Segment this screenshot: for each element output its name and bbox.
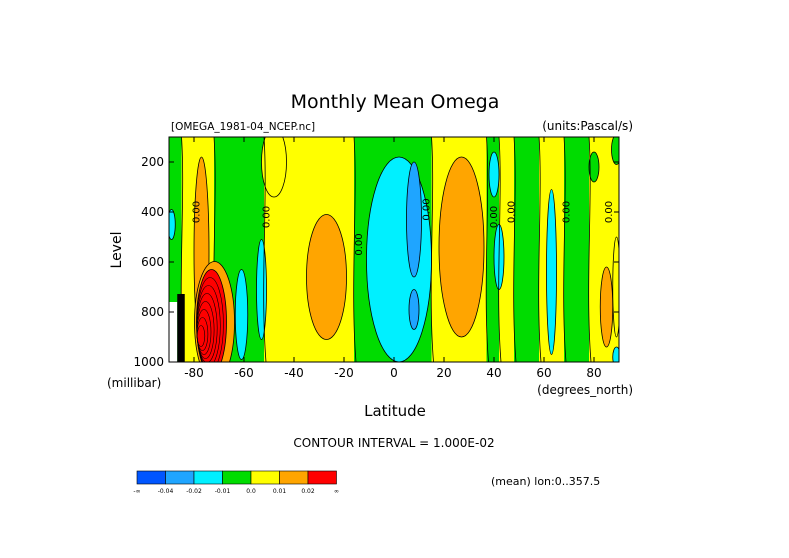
source-file-label: [OMEGA_1981-04_NCEP.nc] <box>171 121 315 133</box>
contour-line-7 <box>498 137 502 362</box>
x-tick-label-4: 0 <box>390 366 398 380</box>
colorbar-label-3: -0.01 <box>215 488 231 495</box>
plot-area: 0.00 0.00 0.00 0.00 0.00 0.00 0.00 0.00 <box>169 137 619 362</box>
units-label: (units:Pascal/s) <box>542 119 633 133</box>
contour-region-16 <box>588 151 600 183</box>
colorbar-label-2: -0.02 <box>186 488 202 495</box>
contour-label-3: 0.00 <box>422 198 433 220</box>
contour-region-3 <box>366 156 432 362</box>
chart-title: Monthly Mean Omega <box>291 91 500 113</box>
contour-region-8 <box>256 239 267 340</box>
y-tick-label-3: 800 <box>141 305 164 319</box>
colorbar-swatch-5 <box>279 470 309 485</box>
contour-label-2: 0.00 <box>354 233 365 255</box>
contour-label-1: 0.00 <box>262 206 273 228</box>
y-tick-label-0: 200 <box>141 155 164 169</box>
mean-note: (mean) lon:0..357.5 <box>491 475 600 488</box>
contour-label-4: 0.00 <box>489 206 500 228</box>
y-unit-label: (millibar) <box>107 376 161 390</box>
colorbar-swatch-6 <box>307 470 337 485</box>
x-tick-label-0: -80 <box>184 366 204 380</box>
contour-region-15 <box>611 137 619 165</box>
contour-region-9 <box>488 151 500 198</box>
contour-region-7 <box>234 269 249 360</box>
contour-region-14 <box>599 266 614 348</box>
contour-region-2 <box>306 214 347 340</box>
band-column-8 <box>514 137 539 362</box>
colorbar-label-5: 0.01 <box>273 488 287 495</box>
x-axis-title: Latitude <box>364 402 426 420</box>
band-column-7 <box>499 137 514 362</box>
y-tick-label-2: 600 <box>141 255 164 269</box>
colorbar-swatch-1 <box>165 470 195 485</box>
contour-region-13 <box>612 346 619 362</box>
colorbar: -∞ -0.04 -0.02 -0.01 0.0 0.01 0.02 ∞ <box>133 470 339 495</box>
contour-line-8 <box>513 137 517 362</box>
x-unit-label: (degrees_north) <box>537 383 633 397</box>
colorbar-label-7: ∞ <box>334 488 339 495</box>
contour-interval-text: CONTOUR INTERVAL = 1.000E-02 <box>293 436 494 450</box>
contour-region-4 <box>406 161 422 278</box>
x-tick-label-6: 40 <box>486 366 501 380</box>
band-column-10 <box>564 137 589 362</box>
x-axis: -80 -60 -40 -20 0 20 40 60 80 <box>184 137 602 380</box>
contour-line-4 <box>353 137 357 362</box>
x-tick-label-2: -40 <box>284 366 304 380</box>
contour-region-11 <box>546 189 557 355</box>
y-tick-label-4: 1000 <box>133 355 164 369</box>
contour-line-6 <box>485 137 489 362</box>
colorbar-swatch-4 <box>250 470 280 485</box>
contour-region-0 <box>261 137 287 198</box>
colorbar-label-0: -∞ <box>133 488 140 495</box>
colorbar-label-6: 0.02 <box>301 488 315 495</box>
contour-region-6 <box>438 156 485 338</box>
contour-label-6: 0.00 <box>562 201 573 223</box>
x-tick-label-1: -60 <box>234 366 254 380</box>
x-tick-label-3: -20 <box>334 366 354 380</box>
contour-label-7: 0.00 <box>604 201 615 223</box>
y-axis-title: Level <box>109 232 125 269</box>
colorbar-swatch-3 <box>222 470 252 485</box>
contour-line-5 <box>430 137 434 362</box>
contour-line-3 <box>263 137 267 362</box>
contour-line-10 <box>563 137 567 362</box>
y-axis: 200 400 600 800 1000 <box>133 155 619 369</box>
contour-label-5: 0.00 <box>507 201 518 223</box>
missing-data-mask <box>169 302 178 362</box>
dense-contour-region <box>177 294 185 362</box>
colorbar-label-4: 0.0 <box>246 488 256 495</box>
contour-region-12 <box>169 209 176 240</box>
contour-line-9 <box>538 137 542 362</box>
colorbar-swatch-2 <box>193 470 223 485</box>
y-tick-label-1: 400 <box>141 205 164 219</box>
x-tick-label-7: 60 <box>536 366 551 380</box>
contour-label-0: 0.00 <box>192 201 203 223</box>
contour-region-5 <box>408 289 420 330</box>
contour-line-11 <box>588 137 592 362</box>
colorbar-swatch-0 <box>136 470 166 485</box>
x-tick-label-8: 80 <box>586 366 601 380</box>
x-tick-label-5: 20 <box>436 366 451 380</box>
colorbar-label-1: -0.04 <box>158 488 174 495</box>
anomaly-contour-7 <box>196 325 206 347</box>
